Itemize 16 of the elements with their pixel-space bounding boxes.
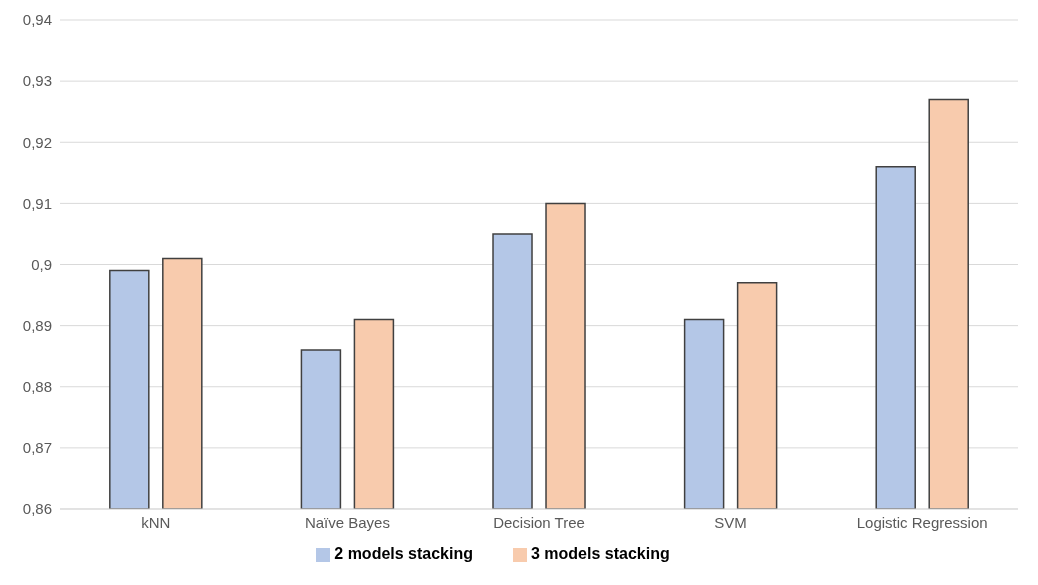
y-tick-label: 0,86 <box>22 500 52 518</box>
x-tick-label: kNN <box>141 513 171 531</box>
y-tick-label: 0,93 <box>22 72 52 90</box>
y-tick-label: 0,89 <box>22 316 52 334</box>
x-tick-label: Naïve Bayes <box>304 513 390 531</box>
x-tick-label: Decision Tree <box>493 513 585 531</box>
legend-label: 3 models stacking <box>531 545 670 562</box>
y-tick-label: 0,88 <box>22 378 52 396</box>
y-tick-label: 0,9 <box>31 255 52 273</box>
y-tick-label: 0,92 <box>22 133 52 151</box>
y-tick-label: 0,94 <box>22 11 52 29</box>
y-tick-label: 0,87 <box>22 439 52 457</box>
x-tick-label: SVM <box>714 513 747 531</box>
y-tick-label: 0,91 <box>22 194 52 212</box>
x-tick-label: Logistic Regression <box>856 513 988 531</box>
legend-label: 2 models stacking <box>334 545 473 562</box>
